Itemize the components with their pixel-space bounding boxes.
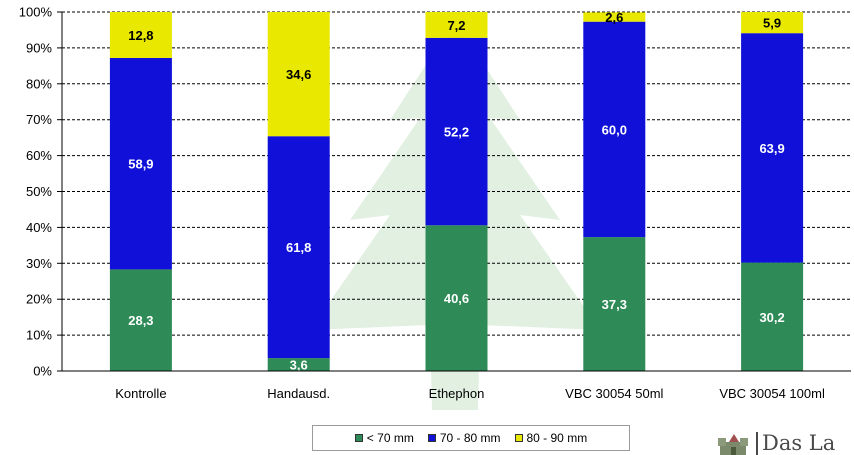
data-label: 28,3 bbox=[128, 313, 153, 328]
y-tick-label: 60% bbox=[26, 148, 52, 163]
x-tick-label: Ethephon bbox=[429, 386, 485, 401]
data-label: 40,6 bbox=[444, 291, 469, 306]
y-tick-label: 30% bbox=[26, 256, 52, 271]
data-label: 34,6 bbox=[286, 67, 311, 82]
y-tick-label: 10% bbox=[26, 328, 52, 343]
legend-label-under-70: < 70 mm bbox=[366, 431, 414, 445]
data-label: 7,2 bbox=[447, 18, 465, 33]
x-axis-category-labels: Kontrolle Handausd. Ethephon VBC 30054 50ml… bbox=[115, 386, 825, 401]
y-tick-label: 0% bbox=[33, 364, 52, 379]
data-label: 3,6 bbox=[290, 358, 308, 373]
legend-item-70-80: 70 - 80 mm bbox=[427, 431, 501, 445]
legend-swatch-under-70 bbox=[354, 434, 363, 442]
data-label: 12,8 bbox=[128, 28, 153, 43]
x-tick-label: Handausd. bbox=[267, 386, 330, 401]
bar-segment bbox=[267, 136, 330, 359]
y-tick-label: 50% bbox=[26, 184, 52, 199]
data-label: 37,3 bbox=[602, 297, 627, 312]
logo: Das La bbox=[716, 432, 835, 455]
bar-segment bbox=[583, 21, 646, 238]
y-tick-label: 20% bbox=[26, 292, 52, 307]
y-tick-label: 40% bbox=[26, 220, 52, 235]
gridlines bbox=[57, 11, 851, 372]
y-tick-label: 70% bbox=[26, 112, 52, 127]
bar-segment bbox=[741, 33, 804, 263]
x-tick-label: VBC 30054 100ml bbox=[719, 386, 825, 401]
bar-segment bbox=[583, 237, 646, 371]
data-label: 61,8 bbox=[286, 240, 311, 255]
bars: 28,3 58,9 12,8 3,6 61,8 34,6 40,6 52,2 7,2 37,3 60… bbox=[109, 10, 804, 373]
logo-text: Das La bbox=[756, 432, 835, 455]
x-tick-label: VBC 30054 50ml bbox=[565, 386, 663, 401]
data-label: 2,6 bbox=[605, 10, 623, 25]
y-tick-label: 100% bbox=[19, 5, 53, 20]
bar-segment bbox=[583, 12, 646, 22]
bar-segment bbox=[425, 12, 488, 38]
legend-label-70-80: 70 - 80 mm bbox=[439, 431, 501, 445]
legend-swatch-80-90 bbox=[514, 434, 523, 442]
bar-segment bbox=[267, 358, 330, 371]
axes bbox=[61, 12, 851, 372]
bar-segment bbox=[109, 12, 172, 58]
bar-segment bbox=[109, 57, 172, 270]
data-label: 63,9 bbox=[759, 141, 784, 156]
bar-segment bbox=[741, 12, 804, 34]
bar-segment bbox=[267, 12, 330, 137]
data-label: 60,0 bbox=[602, 122, 627, 137]
data-label: 5,9 bbox=[763, 16, 781, 31]
bar-segment bbox=[425, 225, 488, 371]
x-tick-label: Kontrolle bbox=[115, 386, 166, 401]
legend: < 70 mm 70 - 80 mm 80 - 90 mm bbox=[312, 425, 630, 451]
bar-segment bbox=[109, 269, 172, 371]
data-label: 30,2 bbox=[759, 310, 784, 325]
stacked-bar-chart: 28,3 58,9 12,8 3,6 61,8 34,6 40,6 52,2 7,2 37,3 60… bbox=[19, 5, 851, 410]
bar-segment bbox=[425, 37, 488, 226]
legend-item-under-70: < 70 mm bbox=[354, 431, 414, 445]
y-tick-label: 80% bbox=[26, 76, 52, 91]
data-label: 52,2 bbox=[444, 125, 469, 140]
castle-icon bbox=[718, 434, 748, 455]
bar-segment bbox=[741, 262, 804, 371]
legend-label-80-90: 80 - 90 mm bbox=[526, 431, 588, 445]
legend-swatch-70-80 bbox=[427, 434, 436, 442]
legend-item-80-90: 80 - 90 mm bbox=[514, 431, 588, 445]
y-tick-label: 90% bbox=[26, 40, 52, 55]
y-axis-tick-labels: 0% 10% 20% 30% 40% 50% 60% 70% 80% 90% 100% bbox=[19, 5, 53, 379]
data-label: 58,9 bbox=[128, 157, 153, 172]
